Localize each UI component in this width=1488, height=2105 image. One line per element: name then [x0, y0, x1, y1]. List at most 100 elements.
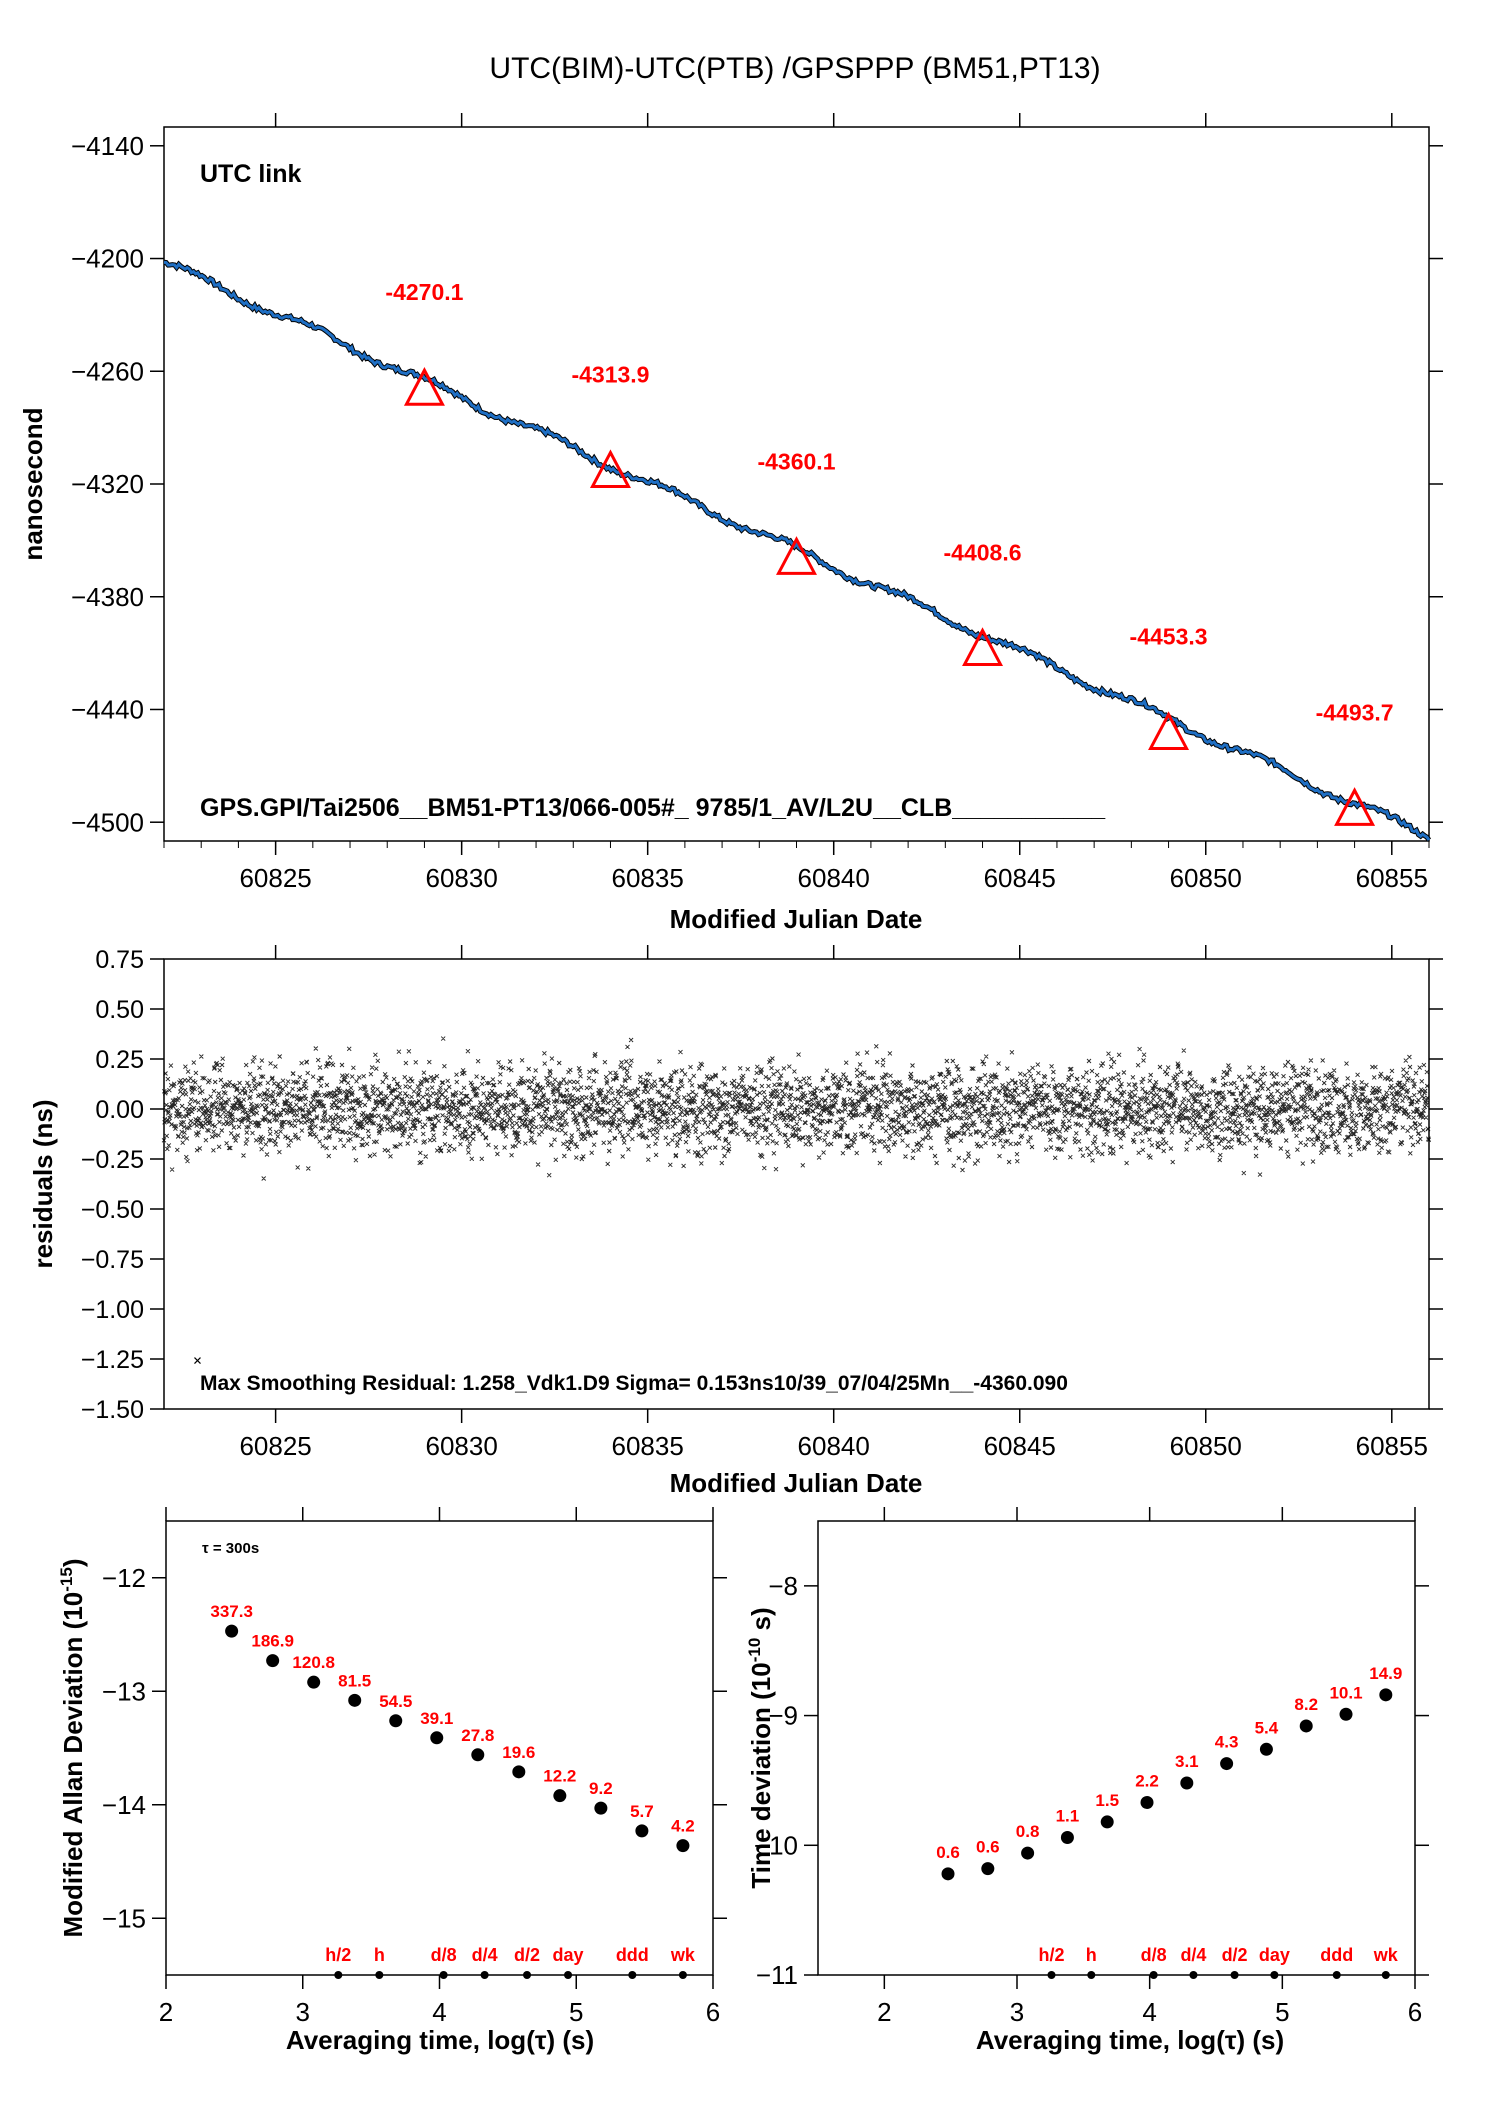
data-point [389, 1714, 403, 1728]
x-tick-label: 60830 [425, 1431, 497, 1461]
y-tick-label: 0.50 [95, 996, 144, 1024]
marker-label: -4453.3 [1130, 623, 1208, 649]
point-label: 120.8 [292, 1653, 335, 1672]
residuals-panel: 0.75 0.50 0.25 0.00 −0.25 −0.50 −0.75 −1.00 −1.2… [28, 945, 1443, 1498]
data-point [225, 1624, 239, 1638]
data-point [941, 1867, 955, 1881]
residuals-ticks: 0.75 0.50 0.25 0.00 −0.25 −0.50 −0.75 −1.00 −1.2… [81, 945, 1443, 1461]
data-point [471, 1748, 485, 1762]
residuals-xlabel: Modified Julian Date [670, 1468, 923, 1498]
period-dot [439, 1971, 448, 1979]
data-point [512, 1765, 526, 1779]
period-dot [523, 1971, 532, 1979]
point-label: 1.1 [1056, 1807, 1080, 1826]
y-tick-label: 0.75 [95, 946, 144, 974]
point-label: 10.1 [1329, 1683, 1362, 1702]
marker-label: -4493.7 [1316, 699, 1394, 725]
marker-triangle [1334, 787, 1376, 826]
period-dot [1270, 1971, 1279, 1979]
y-tick-label: −0.25 [81, 1146, 144, 1174]
data-point [1060, 1831, 1074, 1845]
period-dot [678, 1971, 687, 1979]
allan-ylabel: Modified Allan Deviation (10-15) [57, 1559, 88, 1938]
allan-ylabel-end: ) [58, 1559, 88, 1568]
y-tick-label: 0.25 [95, 1046, 144, 1074]
point-label: 12.2 [543, 1767, 576, 1786]
y-tick-label: −9 [768, 1701, 798, 1731]
x-tick-label: 6 [1408, 1997, 1422, 2027]
marker-label: -4313.9 [571, 362, 649, 388]
residuals-footer: Max Smoothing Residual: 1.258_Vdk1.D9 Si… [200, 1372, 1068, 1395]
point-label: 8.2 [1294, 1695, 1318, 1714]
period-label: d/2 [514, 1945, 540, 1965]
y-tick-label: −10 [754, 1830, 798, 1860]
period-label: h/2 [325, 1945, 351, 1965]
period-dot [375, 1971, 384, 1979]
period-dot [334, 1971, 343, 1979]
period-label: h [374, 1945, 385, 1965]
x-tick-label: 4 [432, 1997, 446, 2027]
tdev-frame [817, 1520, 1416, 1976]
y-tick-label: −1.00 [81, 1296, 144, 1324]
tdev-xlabel: Averaging time, log(τ) (s) [976, 2025, 1284, 2055]
point-label: 81.5 [338, 1671, 371, 1690]
marker-label: -4408.6 [944, 539, 1022, 565]
data-point [594, 1801, 608, 1815]
period-dot [628, 1971, 637, 1979]
residuals-points [161, 1036, 1432, 1365]
point-label: 0.8 [1016, 1822, 1040, 1841]
series-line [163, 260, 1431, 841]
period-dot [480, 1971, 489, 1979]
utc-link-label: UTC link [200, 160, 301, 188]
y-tick-label: −0.75 [81, 1246, 144, 1274]
time-series-footer: GPS.GPI/Tai2506__BM51-PT13/066-005#_ 978… [200, 794, 1106, 822]
x-tick-label: 5 [569, 1997, 583, 2027]
point-label: 54.5 [379, 1692, 412, 1711]
point-label: 0.6 [976, 1838, 1000, 1857]
period-dot [1149, 1971, 1158, 1979]
period-label: wk [670, 1945, 696, 1965]
time-deviation-panel: −8 −9 −10 −11 2 3 4 5 6 0.6 0.6 0.8 1.1 1.5 2.2 3.1 4.3… [745, 1507, 1429, 2055]
x-tick-label: 60850 [1170, 1431, 1242, 1461]
x-tick-label: 5 [1275, 1997, 1289, 2027]
allan-deviation-panel: −12 −13 −14 −15 2 3 4 5 6 337.3 186.9 120.881.5 54.… [57, 1507, 727, 2055]
x-tick-label: 60830 [425, 863, 497, 893]
period-dot [1381, 1971, 1390, 1979]
data-point [348, 1693, 362, 1707]
point-label: 27.8 [461, 1726, 494, 1745]
allan-ylabel-main: Modified Allan Deviation (10 [58, 1592, 88, 1938]
data-point [307, 1675, 321, 1689]
marker-triangle [403, 367, 445, 406]
data-point [1180, 1776, 1194, 1790]
period-label: d/4 [1180, 1945, 1206, 1965]
data-point [1299, 1719, 1313, 1733]
data-point [1140, 1795, 1154, 1809]
x-tick-label: 60855 [1356, 1431, 1428, 1461]
period-label: wk [1373, 1945, 1399, 1965]
point-label: 9.2 [589, 1779, 613, 1798]
residuals-frame [163, 958, 1430, 1410]
x-tick-label: 60850 [1170, 863, 1242, 893]
tau-note: τ = 300s [202, 1540, 259, 1557]
time-series-markers: -4270.1 -4313.9 -4360.1 -4408.6 -4453.3 -4493… [385, 279, 1394, 826]
tdev-period-marks: h/2 h d/8 d/4 d/2 day ddd wk [1038, 1945, 1399, 1979]
period-label: ddd [616, 1945, 649, 1965]
figure-title: UTC(BIM)-UTC(PTB) /GPSPPP (BM51,PT13) [489, 52, 1100, 85]
y-tick-label: −1.50 [81, 1396, 144, 1424]
x-tick-label: 6 [706, 1997, 720, 2027]
point-label: 19.6 [502, 1743, 535, 1762]
x-tick-label: 60835 [612, 1431, 684, 1461]
period-label: h/2 [1038, 1945, 1064, 1965]
y-tick-label: −1.25 [81, 1346, 144, 1374]
data-point [1021, 1846, 1035, 1860]
data-point [1220, 1757, 1234, 1771]
x-tick-label: 3 [1010, 1997, 1024, 2027]
x-tick-label: 2 [877, 1997, 891, 2027]
tdev-ylabel-end: s) [746, 1607, 776, 1637]
x-tick-label: 2 [159, 1997, 173, 2027]
period-label: d/8 [1141, 1945, 1167, 1965]
marker-triangle [1148, 711, 1190, 750]
time-series-frame [163, 126, 1430, 842]
point-label: 0.6 [936, 1843, 960, 1862]
tdev-ylabel: Time deviation (10-10 s) [745, 1607, 776, 1888]
